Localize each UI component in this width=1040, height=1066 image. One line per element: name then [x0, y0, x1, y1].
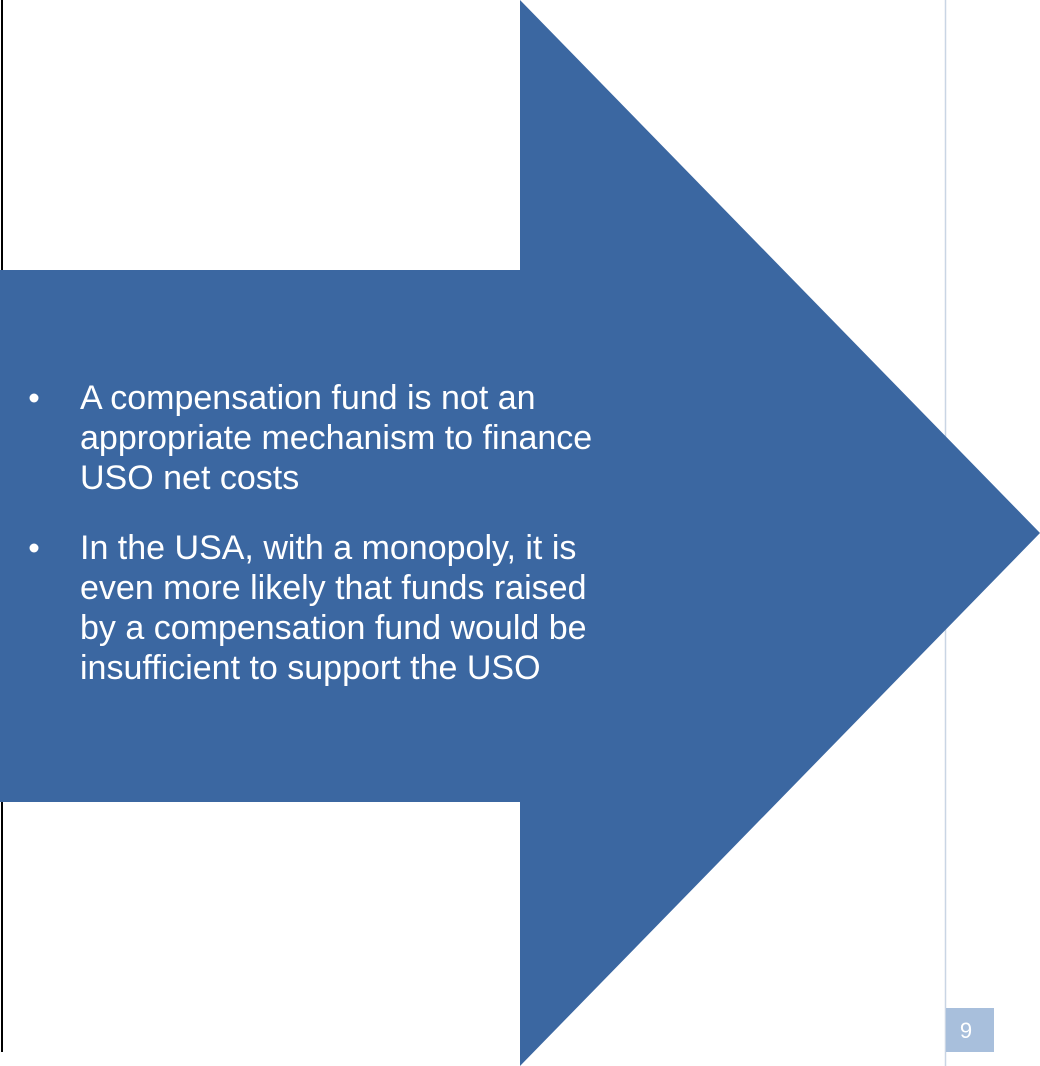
bullet-text: appropriate mechanism to finance: [80, 419, 592, 457]
content: A compensation fund is not anappropriate…: [29, 379, 972, 1043]
bullet-dot: [29, 393, 39, 403]
bullet-text: In the USA, with a monopoly, it is: [80, 529, 576, 567]
bullet-text: insufficient to support the USO: [80, 649, 541, 687]
bullet-dot: [29, 543, 39, 553]
bullet-text: even more likely that funds raised: [80, 569, 586, 607]
bullet-text: A compensation fund is not an: [80, 379, 536, 417]
page-number-box: [946, 1008, 994, 1052]
bullet-text: USO net costs: [80, 459, 299, 497]
bullet-text: by a compensation fund would be: [80, 609, 587, 647]
page-number: 9: [960, 1018, 972, 1043]
